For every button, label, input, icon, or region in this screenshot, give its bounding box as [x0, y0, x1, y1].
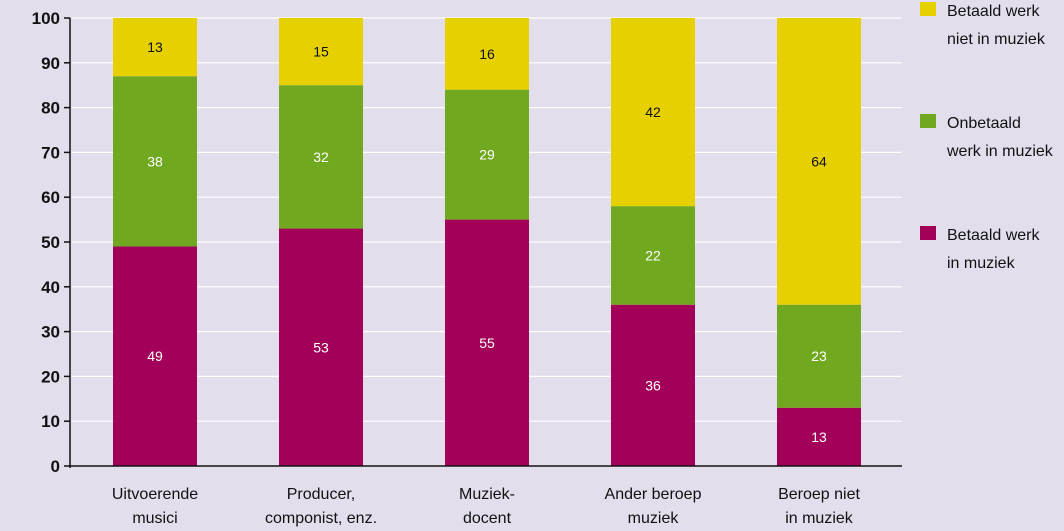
x-tick-label: componist, enz. [265, 510, 377, 527]
x-tick-label: Beroep niet [778, 486, 860, 503]
x-tick-label: Uitvoerende [112, 486, 198, 503]
data-label: 16 [479, 46, 495, 62]
legend-label: in muziek [947, 255, 1016, 272]
bar-segment [611, 304, 695, 466]
data-label: 13 [811, 429, 827, 445]
y-tick-label: 20 [41, 367, 60, 386]
y-tick-label: 80 [41, 99, 60, 118]
y-tick-label: 60 [41, 188, 60, 207]
legend-swatch [920, 2, 936, 16]
data-label: 32 [313, 149, 329, 165]
bar-segment [611, 206, 695, 305]
x-tick-label: in muziek [785, 510, 854, 527]
data-label: 13 [147, 39, 163, 55]
data-label: 38 [147, 153, 163, 169]
data-label: 15 [313, 44, 329, 60]
data-label: 55 [479, 335, 495, 351]
legend-swatch [920, 226, 936, 240]
bar-segment [113, 18, 197, 77]
y-tick-label: 0 [51, 457, 60, 476]
bar-segment [113, 76, 197, 247]
x-tick-label: Ander beroep [605, 486, 702, 503]
bar-segment [279, 228, 363, 466]
legend-label: Betaald werk [947, 3, 1040, 20]
legend-label: Onbetaald [947, 115, 1021, 132]
bar-segment [777, 304, 861, 408]
data-label: 36 [645, 377, 661, 393]
bar-segment [113, 246, 197, 466]
data-label: 64 [811, 153, 827, 169]
bar-segment [445, 219, 529, 466]
y-tick-label: 50 [41, 233, 60, 252]
y-tick-label: 90 [41, 54, 60, 73]
y-axis: 0 10 20 30 40 50 60 70 80 90 100 [32, 9, 71, 476]
bar-segment [445, 18, 529, 90]
bar-segment [777, 18, 861, 305]
data-label: 23 [811, 348, 827, 364]
bar-segment [777, 407, 861, 466]
x-tick-label: musici [132, 510, 177, 527]
data-label: 29 [479, 147, 495, 163]
bar-segment [611, 18, 695, 207]
legend-label: werk in muziek [946, 143, 1054, 160]
x-axis: Uitvoerende musici Producer, componist, enz… [70, 465, 902, 527]
x-tick-label: muziek [628, 510, 680, 527]
y-tick-label: 70 [41, 143, 60, 162]
x-tick-label: Muziek- [459, 486, 515, 503]
legend: Betaald werk niet in muziek Onbetaald werk … [920, 2, 1054, 272]
y-tick-label: 10 [41, 412, 60, 431]
data-label: 22 [645, 247, 661, 263]
y-tick-label: 30 [41, 323, 60, 342]
x-tick-label: docent [463, 510, 512, 527]
legend-swatch [920, 114, 936, 128]
x-tick-label: Producer, [287, 486, 355, 503]
bar-segment [279, 18, 363, 86]
legend-label: niet in muziek [947, 31, 1046, 48]
bar-segment [279, 85, 363, 229]
bars: 49 38 13 53 32 15 55 29 16 36 22 42 13 23 64 [113, 18, 861, 466]
y-tick-label: 100 [32, 9, 60, 28]
legend-label: Betaald werk [947, 227, 1040, 244]
bar-segment [445, 89, 529, 220]
data-label: 49 [147, 348, 163, 364]
y-tick-label: 40 [41, 278, 60, 297]
data-label: 42 [645, 104, 661, 120]
data-label: 53 [313, 339, 329, 355]
